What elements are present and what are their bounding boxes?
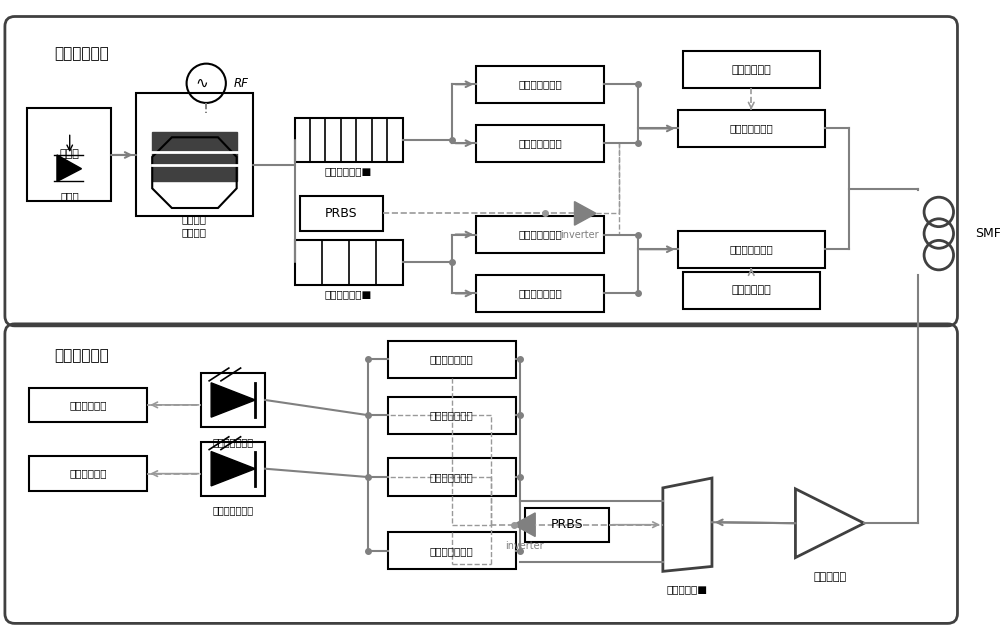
Bar bbox=[525, 507, 609, 542]
Text: inverter: inverter bbox=[505, 541, 544, 552]
Text: 信号接收装置: 信号接收装置 bbox=[54, 348, 109, 363]
Polygon shape bbox=[514, 513, 535, 536]
Text: 第一布拉格光■: 第一布拉格光■ bbox=[325, 167, 372, 177]
Bar bbox=[476, 275, 604, 312]
Bar bbox=[201, 373, 265, 427]
Bar bbox=[388, 396, 516, 434]
Bar bbox=[476, 124, 604, 162]
Bar bbox=[388, 340, 516, 378]
Text: 马赫普德
尔调制器: 马赫普德 尔调制器 bbox=[182, 214, 207, 237]
Bar bbox=[678, 231, 825, 268]
Text: 第六强度调制器: 第六强度调制器 bbox=[729, 244, 773, 254]
Text: 光纤放大器: 光纤放大器 bbox=[813, 573, 846, 582]
Polygon shape bbox=[211, 383, 255, 417]
Text: PRBS: PRBS bbox=[551, 518, 583, 531]
Bar bbox=[295, 240, 403, 285]
Text: 第三强度调制器: 第三强度调制器 bbox=[518, 230, 562, 240]
Text: 第十强度调制器: 第十强度调制器 bbox=[430, 546, 474, 556]
Text: 第一光电探测器: 第一光电探测器 bbox=[213, 437, 254, 447]
Text: inverter: inverter bbox=[560, 230, 599, 240]
Text: 第二布拉格光■: 第二布拉格光■ bbox=[325, 289, 372, 299]
Bar bbox=[678, 110, 825, 147]
Bar bbox=[27, 108, 111, 201]
Text: 第七强度调制器: 第七强度调制器 bbox=[430, 354, 474, 364]
Bar bbox=[29, 456, 147, 491]
Text: 第四强度调制器: 第四强度调制器 bbox=[518, 288, 562, 299]
Polygon shape bbox=[57, 155, 82, 181]
Text: ∿: ∿ bbox=[195, 76, 208, 91]
Text: PRBS: PRBS bbox=[325, 207, 358, 220]
Text: 第一用户数据: 第一用户数据 bbox=[731, 65, 771, 75]
Bar bbox=[152, 133, 237, 181]
Text: 第二光电探测器: 第二光电探测器 bbox=[213, 505, 254, 515]
Bar bbox=[388, 458, 516, 496]
Text: 第五强度调制器: 第五强度调制器 bbox=[729, 124, 773, 133]
Text: 第一强度调制器: 第一强度调制器 bbox=[518, 79, 562, 89]
Bar bbox=[29, 388, 147, 422]
Bar bbox=[295, 118, 403, 162]
Text: 激光器: 激光器 bbox=[59, 150, 79, 160]
Polygon shape bbox=[574, 202, 596, 225]
Text: 第二用户数据: 第二用户数据 bbox=[70, 469, 107, 479]
Text: RF: RF bbox=[234, 77, 249, 90]
Text: 第八强度调制器: 第八强度调制器 bbox=[430, 410, 474, 420]
Bar bbox=[300, 196, 383, 231]
Polygon shape bbox=[211, 451, 255, 486]
Text: 第九强度调制器: 第九强度调制器 bbox=[430, 472, 474, 482]
Text: SMF: SMF bbox=[975, 227, 1000, 240]
Bar bbox=[683, 272, 820, 309]
Text: 信号发生装置: 信号发生装置 bbox=[54, 46, 109, 61]
Bar bbox=[136, 93, 253, 216]
Text: 第一用户数据: 第一用户数据 bbox=[70, 400, 107, 410]
Text: 第二强度调制器: 第二强度调制器 bbox=[518, 138, 562, 148]
Text: 激光器: 激光器 bbox=[60, 191, 79, 201]
Text: 第二用户数据: 第二用户数据 bbox=[731, 285, 771, 295]
Bar bbox=[683, 51, 820, 88]
Bar bbox=[201, 442, 265, 496]
Text: 阵列波导光■: 阵列波导光■ bbox=[667, 584, 708, 594]
Bar bbox=[388, 532, 516, 569]
Bar bbox=[476, 216, 604, 253]
Bar bbox=[476, 65, 604, 103]
